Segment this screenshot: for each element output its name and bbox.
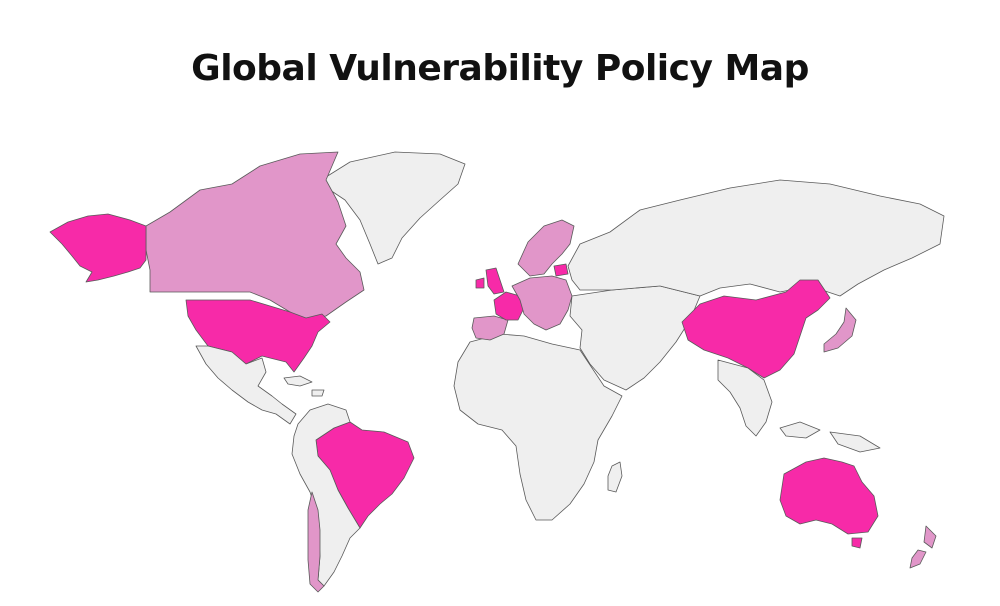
region-caribbean: [283, 375, 325, 397]
region-iberia[interactable]: [471, 315, 509, 341]
region-japan[interactable]: [823, 307, 857, 353]
region-scandinavia[interactable]: [517, 219, 575, 277]
region-chile[interactable]: [307, 491, 325, 593]
region-madagascar: [607, 461, 623, 493]
region-new-zealand[interactable]: [909, 525, 937, 569]
region-alaska[interactable]: [49, 213, 147, 283]
world-map: [49, 151, 945, 593]
map-title: Global Vulnerability Policy Map: [191, 48, 809, 89]
region-russia[interactable]: [567, 179, 945, 297]
region-china[interactable]: [681, 279, 831, 379]
region-mexico-central-america[interactable]: [195, 345, 297, 425]
region-africa[interactable]: [453, 333, 623, 521]
region-canada[interactable]: [145, 151, 365, 321]
region-france[interactable]: [493, 291, 525, 321]
region-south-america-other[interactable]: [291, 403, 361, 587]
region-lithuania[interactable]: [553, 263, 569, 277]
region-greenland[interactable]: [317, 151, 466, 265]
region-central-europe[interactable]: [511, 275, 573, 331]
region-australia[interactable]: [779, 457, 879, 549]
region-southeast-asia[interactable]: [717, 359, 881, 453]
region-united-kingdom[interactable]: [475, 267, 505, 295]
region-united-states[interactable]: [185, 299, 331, 373]
